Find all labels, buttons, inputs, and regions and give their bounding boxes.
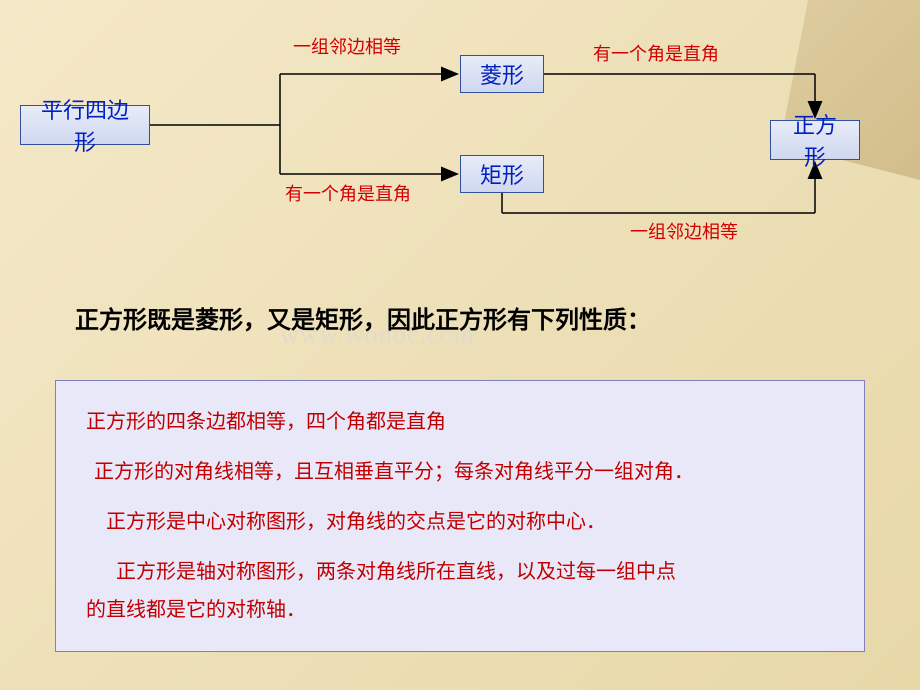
edge-label-bottom-right: 一组邻边相等	[630, 218, 738, 244]
node-label: 菱形	[480, 58, 524, 90]
property-4b: 的直线都是它的对称轴．	[86, 594, 834, 626]
node-square: 正方形	[770, 120, 860, 160]
property-1: 正方形的四条边都相等，四个角都是直角	[86, 406, 834, 438]
node-label: 平行四边形	[33, 93, 137, 157]
node-rhombus: 菱形	[460, 55, 544, 93]
edge-label-bottom-left: 有一个角是直角	[285, 180, 411, 206]
edge-label-top-left: 一组邻边相等	[293, 33, 401, 59]
edge-label-top-right: 有一个角是直角	[593, 40, 719, 66]
node-label: 矩形	[480, 158, 524, 190]
node-label: 正方形	[783, 108, 847, 172]
heading-text: 正方形既是菱形，又是矩形，因此正方形有下列性质：	[75, 300, 651, 335]
property-2: 正方形的对角线相等，且互相垂直平分；每条对角线平分一组对角．	[86, 456, 834, 488]
node-rectangle: 矩形	[460, 155, 544, 193]
properties-box: 正方形的四条边都相等，四个角都是直角 正方形的对角线相等，且互相垂直平分；每条对…	[55, 380, 865, 652]
node-parallelogram: 平行四边形	[20, 105, 150, 145]
property-3: 正方形是中心对称图形，对角线的交点是它的对称中心．	[86, 506, 834, 538]
flowchart-container: 平行四边形 菱形 矩形 正方形 一组邻边相等 有一个角是直角 有一个角是直角 一…	[0, 0, 920, 250]
property-4a: 正方形是轴对称图形，两条对角线所在直线，以及过每一组中点	[86, 556, 834, 588]
